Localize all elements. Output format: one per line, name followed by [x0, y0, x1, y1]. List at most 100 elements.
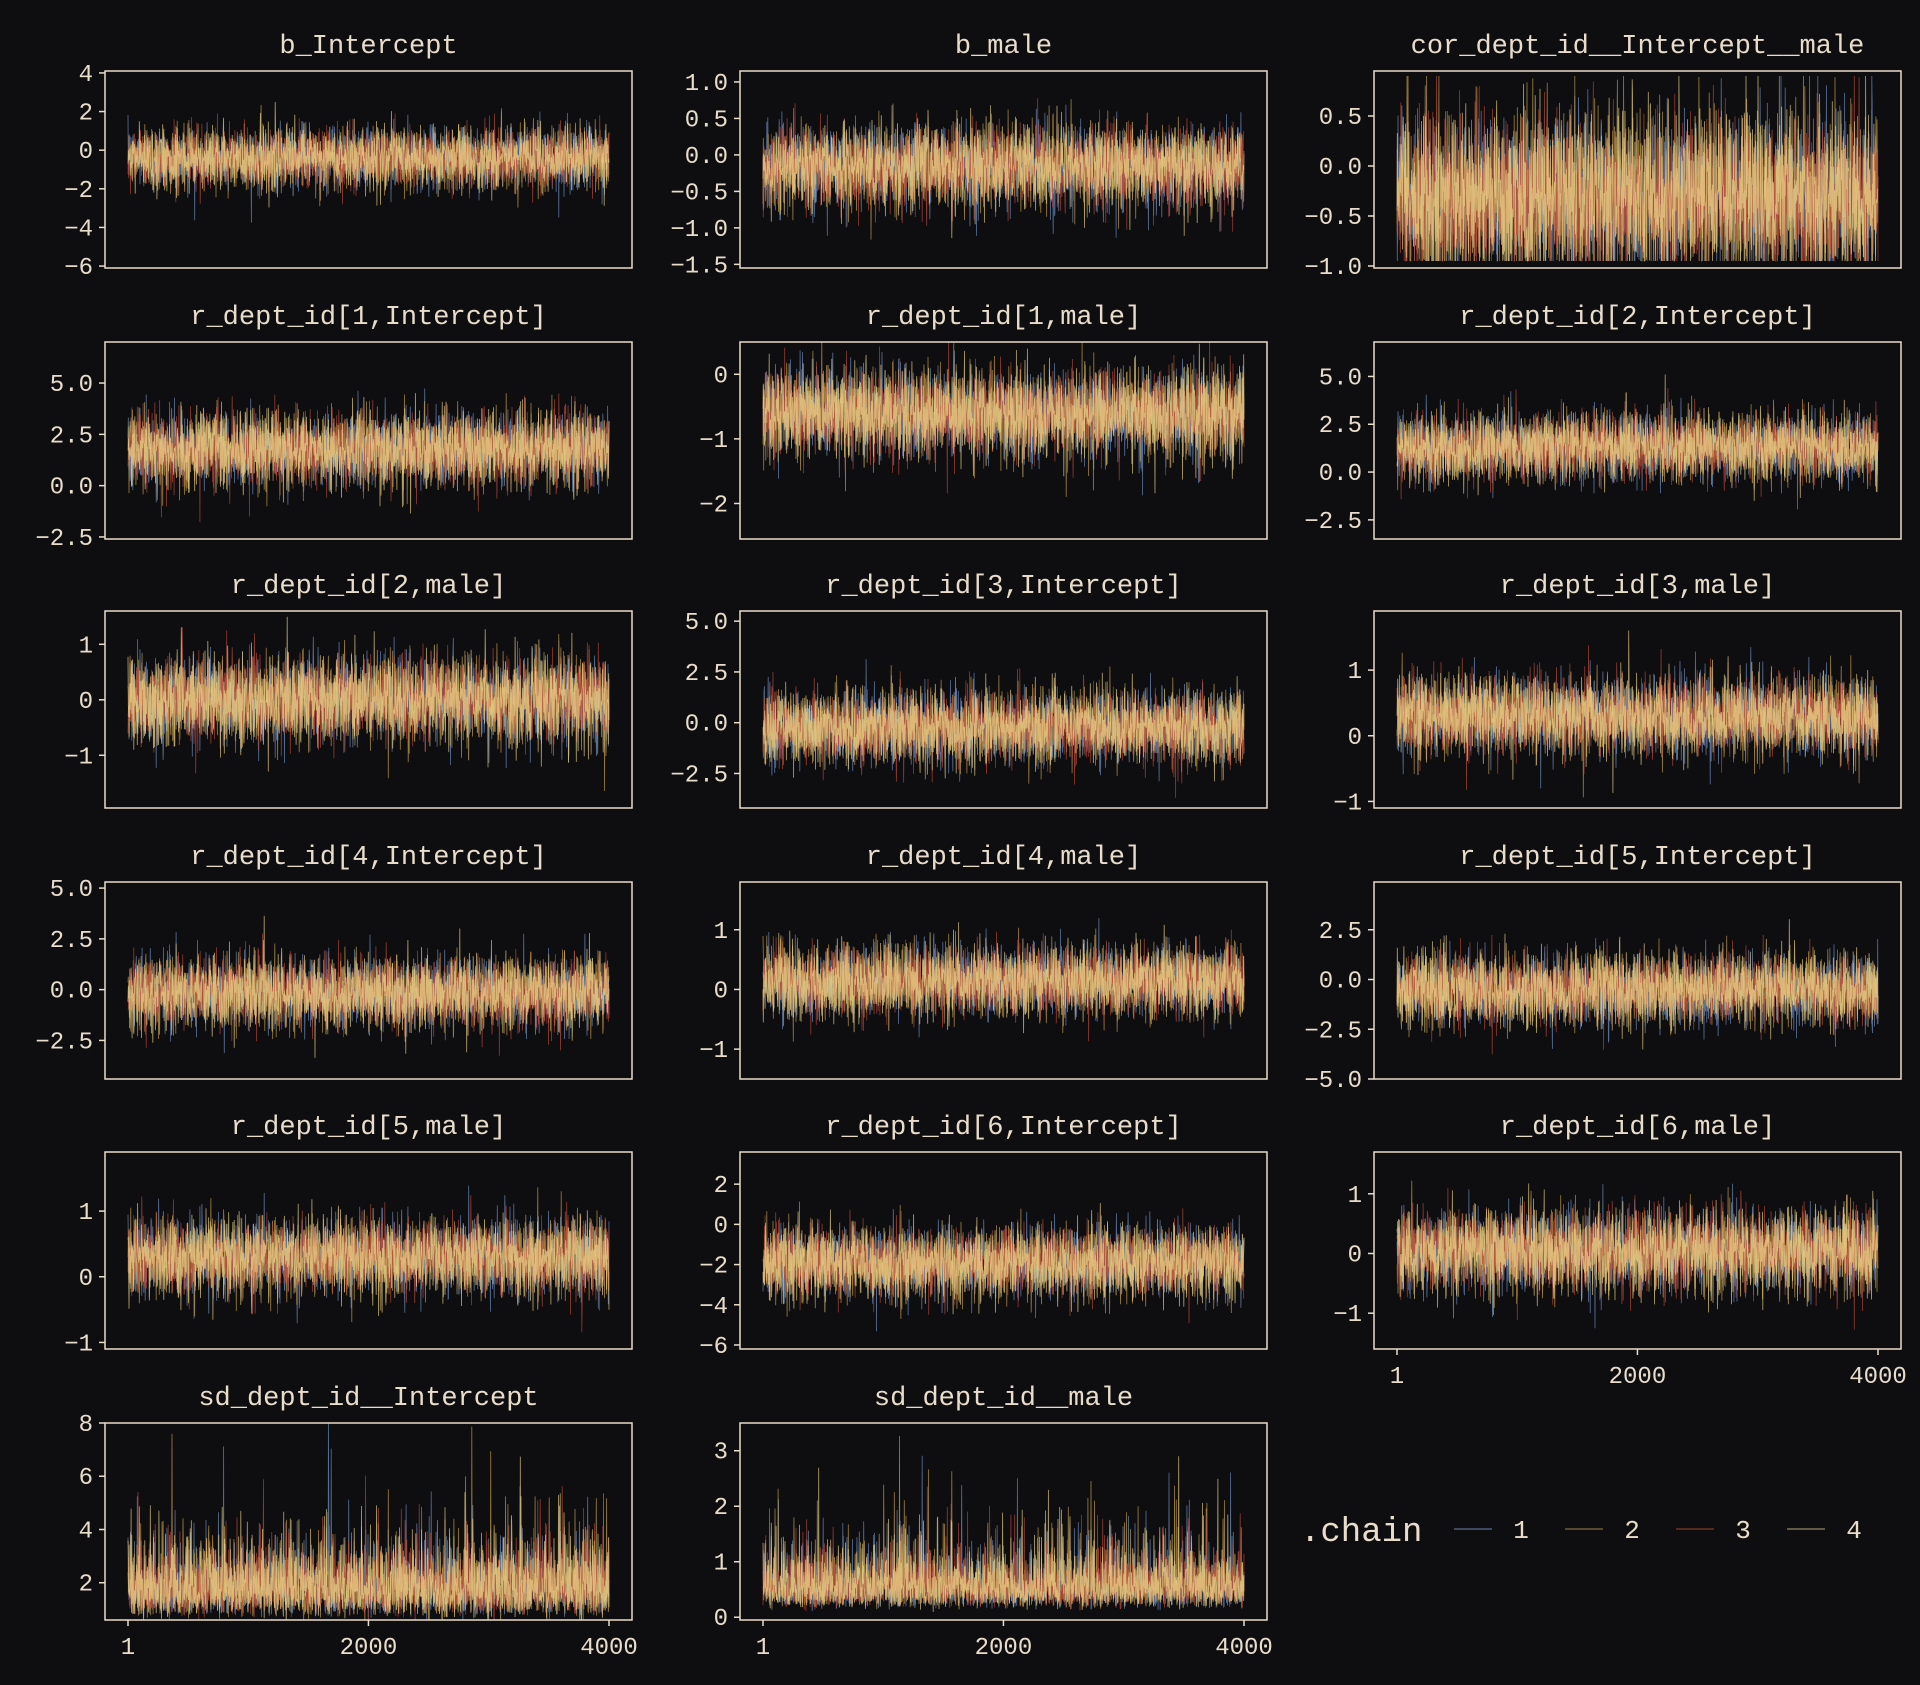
y-tick-label: 0: [1348, 1242, 1362, 1269]
y-tick-label: 0.0: [685, 144, 728, 171]
legend-label: 3: [1735, 1516, 1751, 1546]
panel-title: r_dept_id[6,Intercept]: [825, 1113, 1181, 1143]
chain-4-trace: [762, 343, 1245, 494]
panel-title: b_Intercept: [279, 32, 457, 62]
panel-2: cor_dept_id__Intercept__male −1.0 −0.5 0.0 0…: [1304, 32, 1902, 282]
chain-4-trace: [127, 393, 610, 514]
y-tick-label: 3: [714, 1440, 728, 1467]
y-tick-label: 5.0: [50, 372, 93, 399]
panel-title: r_dept_id[4,Intercept]: [190, 843, 546, 873]
y-tick-label: −1: [699, 1038, 728, 1065]
panel-9: r_dept_id[4,Intercept] −2.5 0.0 2.5 5.0: [35, 843, 633, 1080]
y-tick-label: 2.5: [1319, 413, 1362, 440]
chain-4-trace: [127, 616, 610, 772]
trace-lines: [127, 1185, 610, 1333]
panel-11: r_dept_id[5,Intercept] −5.0 −2.5 0.0 2.5: [1304, 843, 1902, 1095]
panel-6: r_dept_id[2,male] −1 0 1: [64, 572, 633, 809]
panel-10: r_dept_id[4,male] −1 0 1: [699, 843, 1268, 1080]
legend-label: 2: [1624, 1516, 1640, 1546]
y-tick-label: 0: [1348, 725, 1362, 752]
panel-border: [739, 341, 1268, 540]
y-tick-label: −1: [699, 428, 728, 455]
panel-5: r_dept_id[2,Intercept] −2.5 0.0 2.5 5.0: [1304, 303, 1902, 540]
y-tick-label: 0.0: [685, 712, 728, 739]
y-tick-label: 0: [714, 1606, 728, 1633]
panel-title: b_male: [955, 32, 1052, 62]
panel-title: r_dept_id[1,Intercept]: [190, 303, 546, 333]
x-tick-label: 4000: [580, 1635, 638, 1662]
y-tick-label: −1.5: [670, 253, 728, 280]
panel-14: r_dept_id[6,male] −1 0 1 1 2000 4000: [1333, 1113, 1907, 1391]
y-tick-label: −2: [699, 492, 728, 519]
y-tick-label: 0.5: [685, 107, 728, 134]
trace-lines: [127, 1423, 610, 1620]
trace-lines: [127, 101, 610, 223]
panel-title: r_dept_id[4,male]: [866, 843, 1141, 873]
chain-4-trace: [762, 1202, 1245, 1315]
x-tick-label: 1: [121, 1635, 135, 1662]
y-tick-label: −6: [699, 1334, 728, 1361]
panel-border: [104, 70, 633, 269]
chain-4-trace: [127, 101, 610, 208]
panel-border: [739, 70, 1268, 269]
trace-lines: [762, 98, 1245, 240]
panel-border: [104, 1151, 633, 1350]
trace-lines: [762, 342, 1245, 497]
y-tick-label: 4: [79, 62, 93, 89]
y-tick-label: 5.0: [1319, 365, 1362, 392]
chain-4-trace: [1396, 75, 1879, 262]
panel-border: [104, 881, 633, 1080]
y-tick-label: 1: [714, 1551, 728, 1578]
y-tick-label: 2: [714, 1173, 728, 1200]
y-tick-label: 1: [79, 633, 93, 660]
y-tick-label: −1: [1333, 1302, 1362, 1329]
y-tick-label: 0.0: [1319, 461, 1362, 488]
y-tick-label: 2.5: [685, 661, 728, 688]
chain-4-trace: [1396, 1183, 1879, 1316]
y-tick-label: −0.5: [1304, 205, 1362, 232]
y-tick-label: −5.0: [1304, 1068, 1362, 1095]
panel-border: [739, 1151, 1268, 1350]
x-tick-label: 1: [1390, 1364, 1404, 1391]
y-tick-label: 5.0: [50, 877, 93, 904]
panel-16: sd_dept_id__male 0 1 2 3 1 2000 4000: [714, 1384, 1273, 1662]
y-tick-label: −6: [64, 255, 93, 282]
panel-0: b_Intercept −6 −4 −2 0 2 4: [64, 32, 633, 282]
y-tick-label: 1: [79, 1200, 93, 1227]
y-tick-label: 0: [79, 689, 93, 716]
panel-border: [104, 610, 633, 809]
trace-lines: [1396, 630, 1879, 798]
panel-title: r_dept_id[3,Intercept]: [825, 572, 1181, 602]
y-tick-label: −1: [64, 1331, 93, 1358]
panel-border: [1373, 341, 1902, 540]
y-tick-label: 2: [79, 1572, 93, 1599]
y-tick-label: 0: [79, 139, 93, 166]
chain-3-trace: [127, 1475, 610, 1620]
y-tick-label: −2.5: [35, 526, 93, 553]
y-tick-label: −2: [699, 1254, 728, 1281]
y-tick-label: 0: [714, 1213, 728, 1240]
legend-title: .chain: [1300, 1514, 1422, 1552]
y-tick-label: −4: [64, 216, 93, 243]
y-tick-label: 0: [79, 1266, 93, 1293]
trace-lines: [762, 917, 1245, 1042]
panel-border: [1373, 610, 1902, 809]
y-tick-label: 1.0: [685, 71, 728, 98]
chain-4-trace: [1396, 919, 1879, 1050]
panel-12: r_dept_id[5,male] −1 0 1: [64, 1113, 633, 1358]
trace-lines: [127, 388, 610, 523]
trace-lines: [762, 659, 1245, 798]
panel-border: [739, 881, 1268, 1080]
y-tick-label: 2.5: [1319, 919, 1362, 946]
trace-lines: [1396, 919, 1879, 1055]
x-tick-label: 2000: [340, 1635, 398, 1662]
y-tick-label: 0.0: [1319, 155, 1362, 182]
chain-3-trace: [127, 393, 610, 523]
panel-title: r_dept_id[5,Intercept]: [1459, 843, 1815, 873]
chain-4-trace: [127, 915, 610, 1058]
y-tick-label: −1: [64, 744, 93, 771]
y-tick-label: 2: [79, 101, 93, 128]
chain-4-trace: [127, 1456, 610, 1620]
